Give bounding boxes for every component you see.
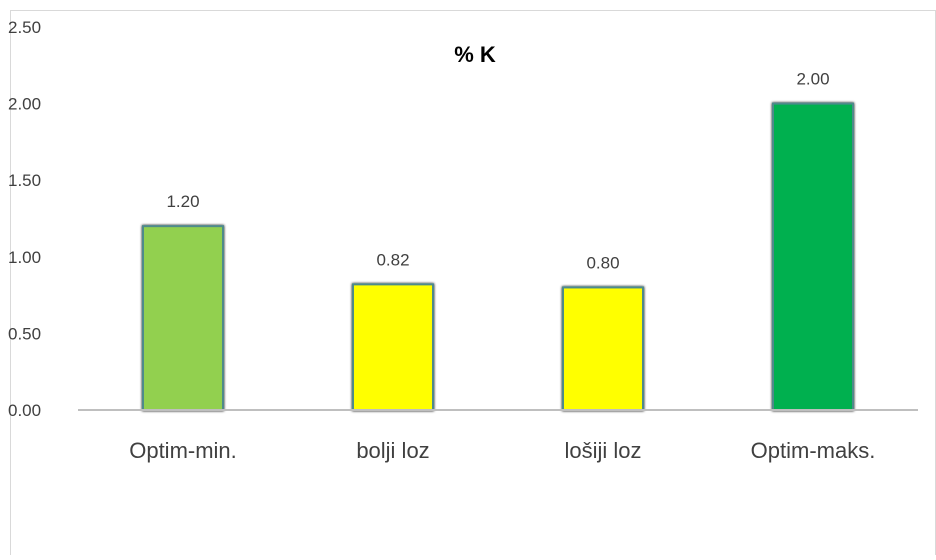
y-tick-label: 0.50 bbox=[8, 324, 41, 343]
bar-value-label: 0.82 bbox=[376, 250, 409, 269]
bar bbox=[142, 225, 224, 411]
y-tick-label: 2.50 bbox=[8, 18, 41, 37]
value-labels-group: 1.20 0.82 0.80 2.00 bbox=[166, 70, 829, 273]
bar bbox=[562, 286, 644, 411]
x-axis-labels: Optim-min. bolji loz lošiji loz Optim-maks. bbox=[129, 438, 875, 463]
bar-value-label: 2.00 bbox=[796, 70, 829, 89]
y-tick-label: 0.00 bbox=[8, 401, 41, 420]
chart-title: % K bbox=[454, 42, 496, 67]
bar bbox=[772, 102, 854, 411]
x-tick-label: bolji loz bbox=[356, 438, 429, 463]
bar bbox=[352, 283, 434, 412]
bar-value-label: 1.20 bbox=[166, 192, 199, 211]
x-tick-label: lošiji loz bbox=[564, 438, 641, 463]
x-tick-label: Optim-min. bbox=[129, 438, 237, 463]
y-tick-label: 2.00 bbox=[8, 95, 41, 114]
bar-value-label: 0.80 bbox=[586, 253, 619, 272]
x-tick-label: Optim-maks. bbox=[751, 438, 876, 463]
bars-group bbox=[142, 102, 854, 412]
y-axis-ticks: 0.00 0.50 1.00 1.50 2.00 2.50 bbox=[8, 18, 41, 420]
y-tick-label: 1.00 bbox=[8, 248, 41, 267]
y-tick-label: 1.50 bbox=[8, 171, 41, 190]
